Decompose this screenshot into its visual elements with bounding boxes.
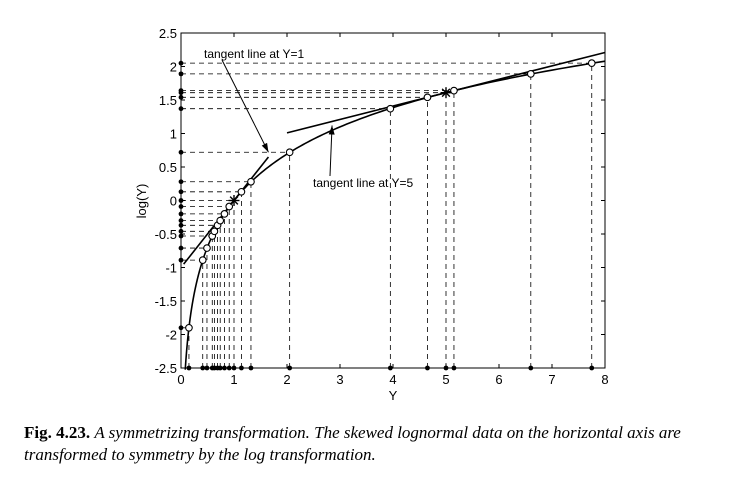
y-axis-projection-dot [178,222,184,228]
x-tick-label: 3 [336,372,343,387]
caption-text: A symmetrizing transformation. The skewe… [24,423,681,464]
star-stroke [441,88,451,98]
x-tick-label: 2 [283,372,290,387]
y-tick-label: 0 [170,194,177,209]
star-point [440,87,452,99]
x-axis-projection-dot [451,365,457,371]
data-point [285,148,294,157]
y-axis-projection-dot [178,204,184,209]
x-tick-label: 0 [177,372,184,387]
data-point [225,202,234,211]
x-axis-projection-dot [226,365,232,371]
y-axis-label: log(Y) [134,184,149,219]
tangent-layer [183,51,606,265]
x-axis-projection-dot [239,365,244,371]
x-axis-projection-dot [217,365,223,371]
x-tick-label: 5 [442,372,449,387]
x-axis-projection-dot [248,365,254,371]
data-point [450,86,458,95]
annotation-layer: tangent line at Y=1 tangent line at Y=5 [204,47,414,190]
annotation-arrow-line [221,59,269,153]
plot-frame [180,32,606,369]
data-point [237,187,246,196]
data-point [185,323,193,332]
x-axis-projection-dot [186,365,192,371]
annotation-label: tangent line at Y=1 [204,47,305,61]
x-axis-projection-dot [425,365,430,371]
data-point [386,104,395,113]
y-axis-projection-dot [178,198,184,203]
x-axis-projection-dot [589,365,595,371]
marker-layer [178,59,596,371]
x-axis-projection-dot [204,365,210,371]
star-point [228,195,240,206]
data-point [526,70,535,78]
x-tick-label: 7 [548,372,555,387]
data-point [203,244,211,252]
y-tick-label: 2 [170,60,177,75]
y-axis-projection-dot [178,189,184,195]
y-axis-projection-dot [178,179,184,185]
y-axis-projection-dot [178,90,184,96]
annotation-arrowhead [328,125,335,135]
data-point [210,227,219,236]
y-tick-label: -2 [165,328,177,343]
data-point [216,216,225,225]
y-tick-label: -0.5 [155,227,177,242]
annotation-arrowhead [261,142,269,153]
data-point [198,256,207,264]
x-axis-projection-dot [528,365,534,371]
y-axis-projection-dot [178,233,184,239]
x-axis-projection-dot [387,365,393,371]
y-axis-projection-dot [178,218,184,224]
x-axis-projection-dot [443,365,449,371]
x-axis-projection-dot [231,365,237,371]
figure-number: Fig. 4.23. [24,423,91,442]
y-axis-projection-dot [178,245,184,251]
y-tick-label: -1.5 [155,294,177,309]
x-tick-label: 4 [389,372,396,387]
y-axis-projection-dot [178,60,184,66]
axes [180,32,606,369]
star-stroke [229,196,239,205]
y-tick-label: 0.5 [159,160,177,175]
y-axis-projection-dot [178,325,184,331]
figure-chart: 0 1 2 3 4 5 6 7 8 2.5 2 1.5 1 0.5 0 -0.5 -1 -1.5 -2 -2.5 ta… [134,26,609,400]
tick-label-layer: 0 1 2 3 4 5 6 7 8 2.5 2 1.5 1 0.5 0 -0.5 -1 -1.5 -2 -2.5 [155,26,609,387]
x-tick-label: 6 [495,372,502,387]
y-axis-projection-dot [178,94,184,100]
data-point [587,59,596,68]
y-axis-projection-dot [178,149,184,155]
x-axis-projection-dot [222,365,227,371]
annotation-label: tangent line at Y=5 [313,176,414,190]
curve-layer [184,60,606,370]
y-axis-projection-dot [178,106,184,112]
log-curve [184,60,606,370]
x-tick-label: 8 [601,372,608,387]
y-tick-label: 2.5 [159,26,177,41]
data-point [247,177,255,186]
x-axis-label: Y [389,388,398,400]
data-point [423,93,432,102]
y-axis-projection-dot [178,228,184,234]
x-axis-projection-dot [200,365,206,371]
y-tick-label: 1 [170,127,177,142]
x-tick-label: 1 [230,372,237,387]
y-axis-projection-dot [178,211,184,217]
data-point [220,210,229,218]
y-axis-projection-dot [178,71,184,77]
y-axis-projection-dot [178,257,184,263]
guide-lines [181,62,593,368]
y-tick-label: 1.5 [159,93,177,108]
x-axis-projection-dot [287,365,293,371]
y-tick-label: -2.5 [155,361,177,376]
figure-caption: Fig. 4.23. A symmetrizing transformation… [24,422,736,466]
y-tick-label: -1 [165,261,177,276]
